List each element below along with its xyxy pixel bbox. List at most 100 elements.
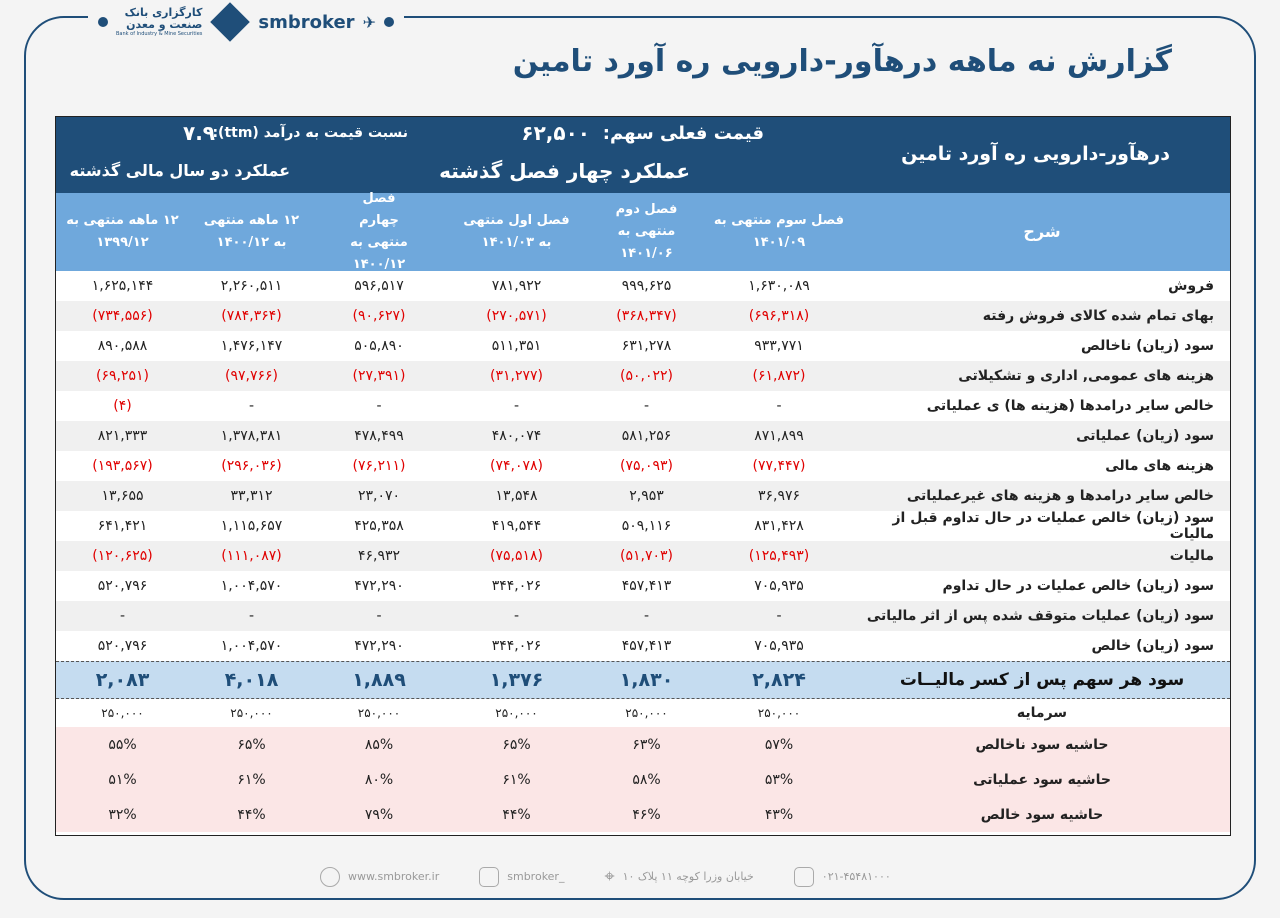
table-header: درهآور-دارویی ره آورد تامین قیمت فعلی سه… [56, 117, 1230, 193]
cell-value: ۱,۰۰۴,۵۷۰ [220, 638, 283, 654]
price-label: قیمت فعلی سهم: [602, 123, 764, 144]
table-row: هزینه های مالی (۷۷,۴۴۷) (۷۵,۰۹۳) (۷۴,۰۷۸) (۷… [56, 451, 1230, 481]
logo-fa-line1: کارگزاری بانک [124, 6, 203, 19]
price-value: ۶۲,۵۰۰ [521, 121, 590, 145]
cell-value: ۳۴۴,۰۲۶ [491, 578, 542, 594]
row-label: سود (زیان) عملیاتی [1076, 428, 1214, 444]
cell-value: ۴۵۷,۴۱۳ [621, 638, 672, 654]
cell-value: ۴۷۸,۴۹۹ [354, 428, 404, 444]
phone-icon [793, 866, 814, 887]
cell-value: ۲۵۰,۰۰۰ [230, 706, 273, 720]
row-label: سود (زیان) خالص عملیات در حال تداوم قبل … [892, 510, 1214, 542]
cell-value: ۴۲۵,۳۵۸ [354, 518, 404, 534]
cell-value: (۷۴,۰۷۸) [490, 458, 543, 474]
table-row: بهای تمام شده کالای فروش رفته (۶۹۶,۳۱۸) (۳… [56, 301, 1230, 331]
cell-value: ۴۴% [502, 806, 531, 823]
cell-value: (۳۱,۲۷۷) [490, 368, 543, 384]
row-label: سود (زیان) عملیات متوقف شده پس از اثر ما… [866, 608, 1214, 624]
cell-value: ۵۲۰,۷۹۶ [97, 578, 148, 594]
cell-value: - [513, 608, 520, 624]
col-q1: فصل اول منتهی به ۱۴۰۱/۰۳ [463, 213, 570, 250]
margin-row: حاشیه سود خالص ۴۳% ۴۶% ۴۴% ۷۹% ۴۴% ۳۲% [56, 797, 1230, 832]
row-label: حاشیه سود ناخالص [975, 736, 1109, 753]
cell-value: ۳۴۴,۰۲۶ [491, 638, 542, 654]
table-row: سود (زیان) عملیات متوقف شده پس از اثر ما… [56, 601, 1230, 631]
cell-value: ۲۵۰,۰۰۰ [495, 706, 538, 720]
cell-value: ۱,۱۱۵,۶۵۷ [220, 518, 283, 534]
instagram-handle[interactable]: smbroker_ [507, 870, 565, 883]
cell-value: ۸۳۱,۴۲۸ [754, 518, 804, 534]
cell-value: ۵۰۵,۸۹۰ [354, 338, 404, 354]
cell-value: ۱,۰۰۴,۵۷۰ [220, 578, 283, 594]
cell-value: ۱,۶۲۵,۱۴۴ [91, 278, 154, 294]
cell-value: - [119, 608, 126, 624]
cell-value: ۲۵۰,۰۰۰ [757, 706, 801, 720]
table-row: خالص سایر درامدها و هزینه های غیرعملیاتی… [56, 481, 1230, 511]
row-label: خالص سایر درامدها و هزینه های غیرعملیاتی [906, 488, 1214, 504]
address: خیابان وزرا کوچه ۱۱ پلاک ۱۰ [622, 870, 754, 883]
cell-value: - [248, 398, 255, 414]
cell-value: ۳۳,۳۱۲ [230, 488, 273, 504]
footer: www.smbroker.ir smbroker_ ⌖ خیابان وزرا ک… [320, 866, 891, 887]
table-row: سود (زیان) خالص عملیات در حال تداوم قبل … [56, 510, 1230, 542]
instagram-icon [479, 866, 500, 887]
cell-value: ۲۵۰,۰۰۰ [101, 706, 144, 720]
cell-value: ۱۳,۶۵۵ [101, 488, 144, 504]
location-pin-icon: ⌖ [604, 866, 615, 887]
logo-header: کارگزاری بانک صنعت و معدن Bank of Indust… [88, 2, 404, 42]
cell-value: ۶۱% [237, 771, 266, 788]
cell-value: (۹۰,۶۲۷) [352, 308, 406, 324]
decorative-dot [383, 17, 394, 27]
cell-value: (۱۲۵,۴۹۳) [748, 548, 810, 564]
cell-value: ۴,۰۱۸ [224, 669, 279, 691]
row-label: فروش [1168, 278, 1214, 294]
table-row: خالص سایر درامدها (هزینه ها) ی عملیاتی - -… [56, 391, 1230, 421]
cell-value: ۲۵۰,۰۰۰ [625, 706, 668, 720]
cell-value: ۶۴۱,۴۲۱ [97, 518, 148, 534]
cell-value: ۴۴% [237, 806, 266, 823]
cell-value: (۷۶,۲۱۱) [352, 458, 406, 474]
cell-value: ۳۶,۹۷۶ [757, 488, 801, 504]
cell-value: ۸۲۱,۳۳۳ [97, 428, 148, 444]
cell-value: ۲,۰۸۳ [95, 669, 150, 691]
col-fy1399: ۱۲ ماهه منتهی به ۱۳۹۹/۱۲ [66, 213, 179, 250]
cell-value: ۹۹۹,۶۲۵ [621, 278, 672, 294]
cell-value: ۵۳% [764, 771, 794, 788]
cell-value: ۶۵% [502, 736, 531, 753]
cell-value: ۵۸۱,۲۵۶ [621, 428, 672, 444]
cell-value: (۲۷,۳۹۱) [352, 368, 406, 384]
cell-value: (۶۹۶,۳۱۸) [748, 308, 810, 324]
logo-en: Bank of Industry & Mine Securities [116, 31, 203, 37]
row-label: حاشیه سود عملیاتی [973, 771, 1111, 788]
cell-value: (۴) [113, 398, 132, 414]
cell-value: ۵۱۱,۳۵۱ [491, 338, 542, 354]
website-link[interactable]: www.smbroker.ir [348, 870, 440, 883]
pe-value: ۷.۹ [182, 121, 215, 145]
cell-value: - [643, 398, 650, 414]
bank-logo-icon [210, 2, 251, 42]
cell-value: (۵۱,۷۰۳) [620, 548, 673, 564]
row-label: بهای تمام شده کالای فروش رفته [982, 308, 1214, 324]
cell-value: ۲,۹۵۳ [629, 488, 664, 504]
cell-value: (۷۵,۰۹۳) [620, 458, 673, 474]
table-row: سود (زیان) عملیاتی ۸۷۱,۸۹۹ ۵۸۱,۲۵۶ ۴۸۰,۰۷۴ ۴… [56, 421, 1230, 451]
cell-value: ۲,۸۲۴ [752, 669, 806, 691]
cell-value: ۹۳۳,۷۷۱ [754, 338, 804, 354]
four-quarters-heading: عملکرد چهار فصل گذشته [439, 159, 690, 183]
cell-value: - [248, 608, 255, 624]
cell-value: - [513, 398, 520, 414]
cell-value: ۷۰۵,۹۳۵ [754, 638, 804, 654]
paper-plane-icon: ✈ [362, 12, 376, 32]
row-label: مالیات [1169, 548, 1214, 564]
cell-value: - [776, 608, 782, 624]
cell-value: ۴۶% [632, 806, 661, 823]
pe-label: نسبت قیمت به درآمد (ttm): [212, 125, 408, 141]
col-q2: فصل دوم منتهی به ۱۴۰۱/۰۶ [615, 202, 678, 261]
cell-value: - [376, 398, 382, 414]
cell-value: ۱,۳۷۶ [489, 669, 544, 691]
globe-icon [320, 866, 340, 887]
cell-value: ۲۳,۰۷۰ [357, 488, 401, 504]
table-row: مالیات (۱۲۵,۴۹۳) (۵۱,۷۰۳) (۷۵,۵۱۸) ۴۶,۹۳۲ (۱۱… [56, 541, 1230, 571]
row-label: هزینه های مالی [1105, 458, 1214, 474]
row-label: سود (زیان) خالص [1091, 638, 1215, 654]
